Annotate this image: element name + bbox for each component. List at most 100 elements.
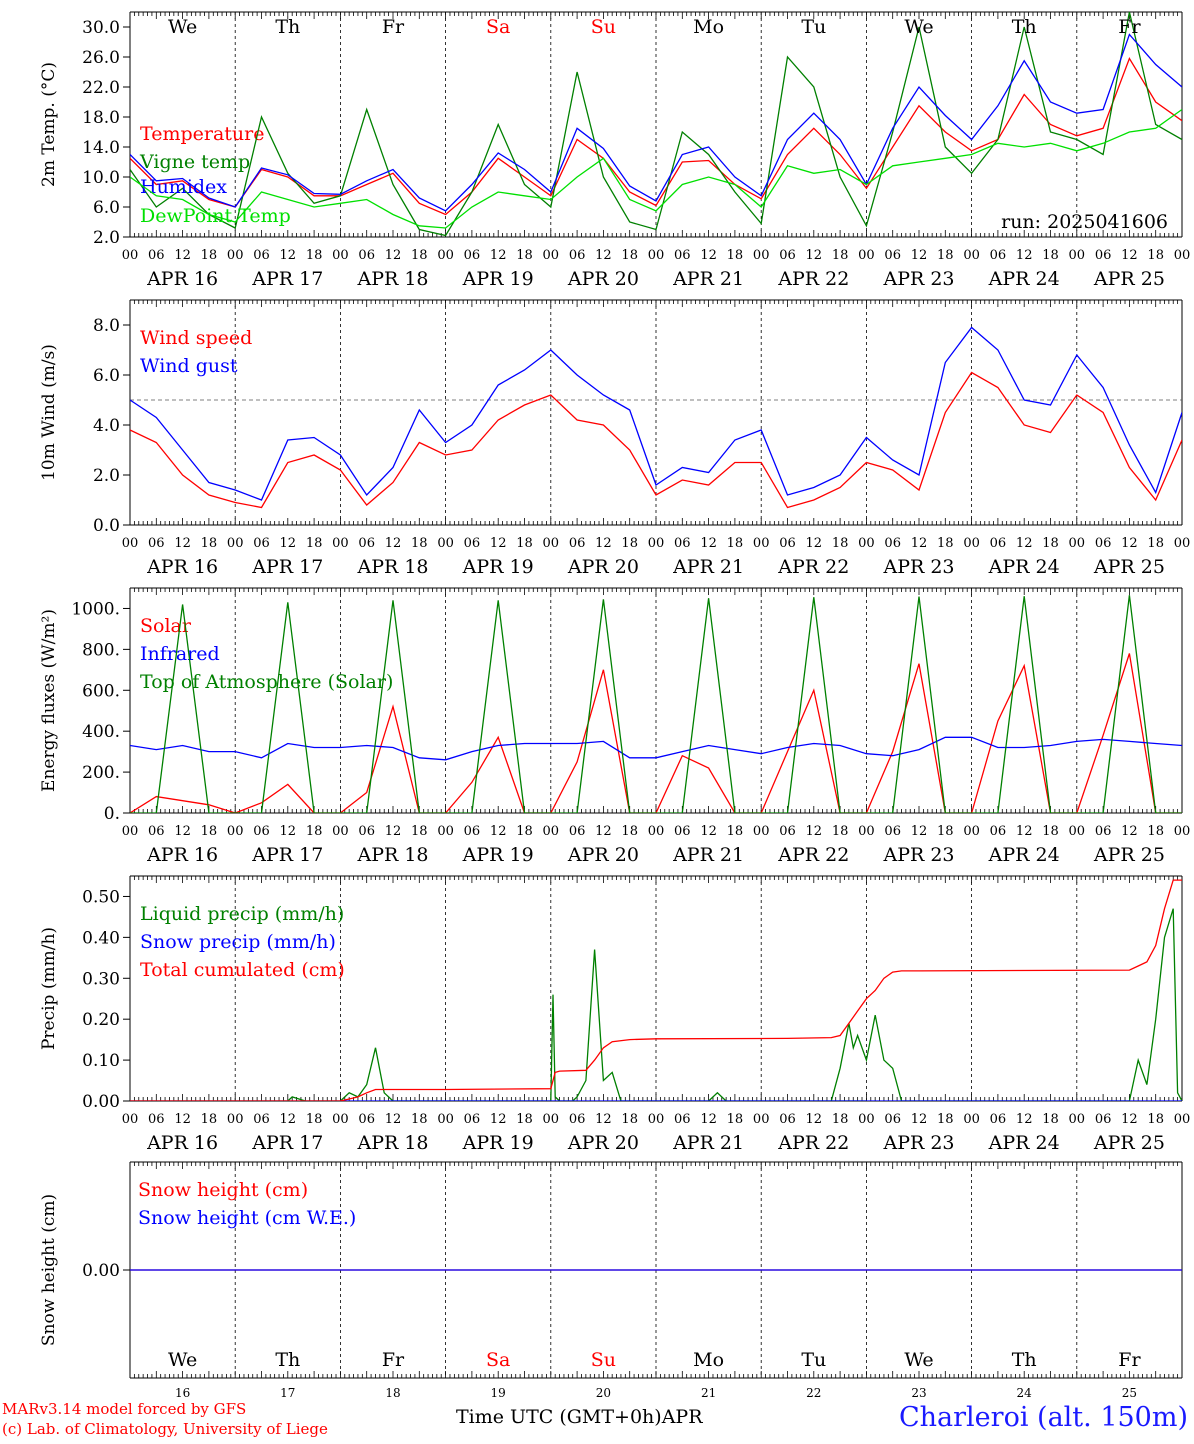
- legend-entry: Vigne temp: [139, 151, 250, 173]
- hour-tick-label: 06: [464, 536, 481, 551]
- series-line-dewpoint-temp: [130, 108, 1182, 229]
- weekday-label-bottom: Fr: [1118, 1349, 1141, 1371]
- date-label: APR 20: [567, 844, 639, 866]
- date-label: APR 20: [567, 1132, 639, 1154]
- weekday-label: Sa: [486, 16, 510, 38]
- date-label: APR 23: [882, 268, 954, 290]
- hour-tick-label: 06: [674, 1112, 691, 1127]
- weekday-label-bottom: Fr: [382, 1349, 405, 1371]
- weekday-label-bottom: Tu: [801, 1349, 826, 1371]
- hour-tick-label: 00: [1069, 248, 1086, 263]
- hour-tick-label: 12: [700, 248, 717, 263]
- hour-tick-label: 18: [1042, 248, 1059, 263]
- hour-tick-label: 18: [306, 824, 323, 839]
- weekday-label: Th: [275, 16, 300, 38]
- hour-tick-label: 12: [174, 1112, 191, 1127]
- hour-tick-label: 18: [727, 1112, 744, 1127]
- weekday-label: We: [168, 16, 197, 38]
- legend-entry: Snow height (cm W.E.): [138, 1207, 356, 1229]
- hour-tick-label: 00: [543, 248, 560, 263]
- day-number-label: 23: [911, 1386, 926, 1400]
- hour-tick-label: 12: [280, 248, 297, 263]
- date-label: APR 22: [777, 268, 849, 290]
- weekday-label-bottom: Th: [275, 1349, 300, 1371]
- hour-tick-label: 12: [490, 248, 507, 263]
- series-line-vigne-temp: [130, 12, 1182, 237]
- hour-tick-label: 00: [1069, 1112, 1086, 1127]
- hour-tick-label: 12: [280, 824, 297, 839]
- hour-tick-label: 18: [306, 1112, 323, 1127]
- hour-tick-label: 18: [621, 248, 638, 263]
- hour-tick-label: 06: [253, 824, 270, 839]
- hour-tick-label: 18: [1147, 536, 1164, 551]
- hour-tick-label: 06: [148, 824, 165, 839]
- hour-tick-label: 12: [595, 248, 612, 263]
- day-number-label: 17: [280, 1386, 295, 1400]
- hour-tick-label: 06: [148, 1112, 165, 1127]
- hour-tick-label: 12: [174, 248, 191, 263]
- hour-tick-label: 18: [1147, 1112, 1164, 1127]
- hour-tick-label: 12: [700, 824, 717, 839]
- hour-tick-label: 18: [832, 536, 849, 551]
- y-axis-title: 2m Temp. (°C): [39, 62, 59, 187]
- hour-tick-label: 00: [648, 1112, 665, 1127]
- month-label: APR: [661, 1406, 703, 1428]
- y-tick-label: 6.0: [93, 366, 120, 386]
- date-label: APR 22: [777, 844, 849, 866]
- hour-tick-label: 06: [990, 824, 1007, 839]
- hour-tick-label: 12: [385, 1112, 402, 1127]
- date-label: APR 25: [1093, 1132, 1165, 1154]
- y-tick-label: 4.0: [93, 416, 120, 436]
- legend-entry: Temperature: [140, 123, 264, 145]
- y-tick-label: 0.00: [82, 1092, 120, 1112]
- y-tick-label: 0.50: [82, 887, 120, 907]
- hour-tick-label: 06: [358, 536, 375, 551]
- hour-tick-label: 18: [201, 248, 218, 263]
- hour-tick-label: 18: [411, 536, 428, 551]
- y-tick-label: 0.20: [82, 1010, 120, 1030]
- date-label: APR 24: [988, 844, 1060, 866]
- y-tick-label: 18.0: [82, 108, 120, 128]
- hour-tick-label: 12: [595, 824, 612, 839]
- weekday-label: Mo: [693, 16, 724, 38]
- run-label: run: 2025041606: [1001, 211, 1168, 233]
- hour-tick-label: 18: [1147, 248, 1164, 263]
- hour-tick-label: 12: [911, 536, 928, 551]
- panel-3: 0. 200. 400. 600. 800. 1000. Energy fluxes (W/…: [39, 587, 1190, 866]
- hour-tick-label: 12: [280, 536, 297, 551]
- y-tick-label: 400.: [82, 722, 120, 742]
- date-label: APR 19: [462, 556, 534, 578]
- hour-tick-label: 06: [779, 824, 796, 839]
- series-line-wind-gust: [130, 326, 1182, 501]
- hour-tick-label: 00: [543, 824, 560, 839]
- hour-tick-label: 06: [990, 248, 1007, 263]
- hour-tick-label: 12: [806, 1112, 823, 1127]
- date-label: APR 24: [988, 1132, 1060, 1154]
- legend-entry: Liquid precip (mm/h): [140, 903, 344, 925]
- hour-tick-label: 18: [411, 1112, 428, 1127]
- y-tick-label: 0.0: [93, 516, 120, 536]
- hour-tick-label: 12: [490, 824, 507, 839]
- hour-tick-label: 18: [832, 248, 849, 263]
- hour-tick-label: 12: [1016, 248, 1033, 263]
- y-tick-label: 2.0: [93, 466, 120, 486]
- day-number-label: 22: [806, 1386, 821, 1400]
- legend-entry: Wind speed: [140, 327, 252, 349]
- hour-tick-label: 18: [937, 1112, 954, 1127]
- date-label: APR 16: [146, 268, 218, 290]
- hour-tick-label: 18: [516, 1112, 533, 1127]
- hour-tick-label: 12: [1121, 824, 1138, 839]
- date-label: APR 23: [882, 556, 954, 578]
- hour-tick-label: 00: [963, 536, 980, 551]
- date-label: APR 19: [462, 268, 534, 290]
- hour-tick-label: 06: [779, 1112, 796, 1127]
- date-label: APR 20: [567, 268, 639, 290]
- weekday-label: Fr: [1118, 16, 1141, 38]
- panel-2: 0.0 2.0 4.0 6.0 8.0 10m Wind (m/s) Wind speed W…: [39, 299, 1190, 578]
- y-tick-label: 14.0: [82, 138, 120, 158]
- series-line-total-cumulated-cm: [130, 879, 1182, 1101]
- hour-tick-label: 00: [122, 536, 139, 551]
- y-tick-label: 0.10: [82, 1051, 120, 1071]
- hour-tick-label: 12: [911, 248, 928, 263]
- legend-entry: Snow precip (mm/h): [140, 931, 336, 953]
